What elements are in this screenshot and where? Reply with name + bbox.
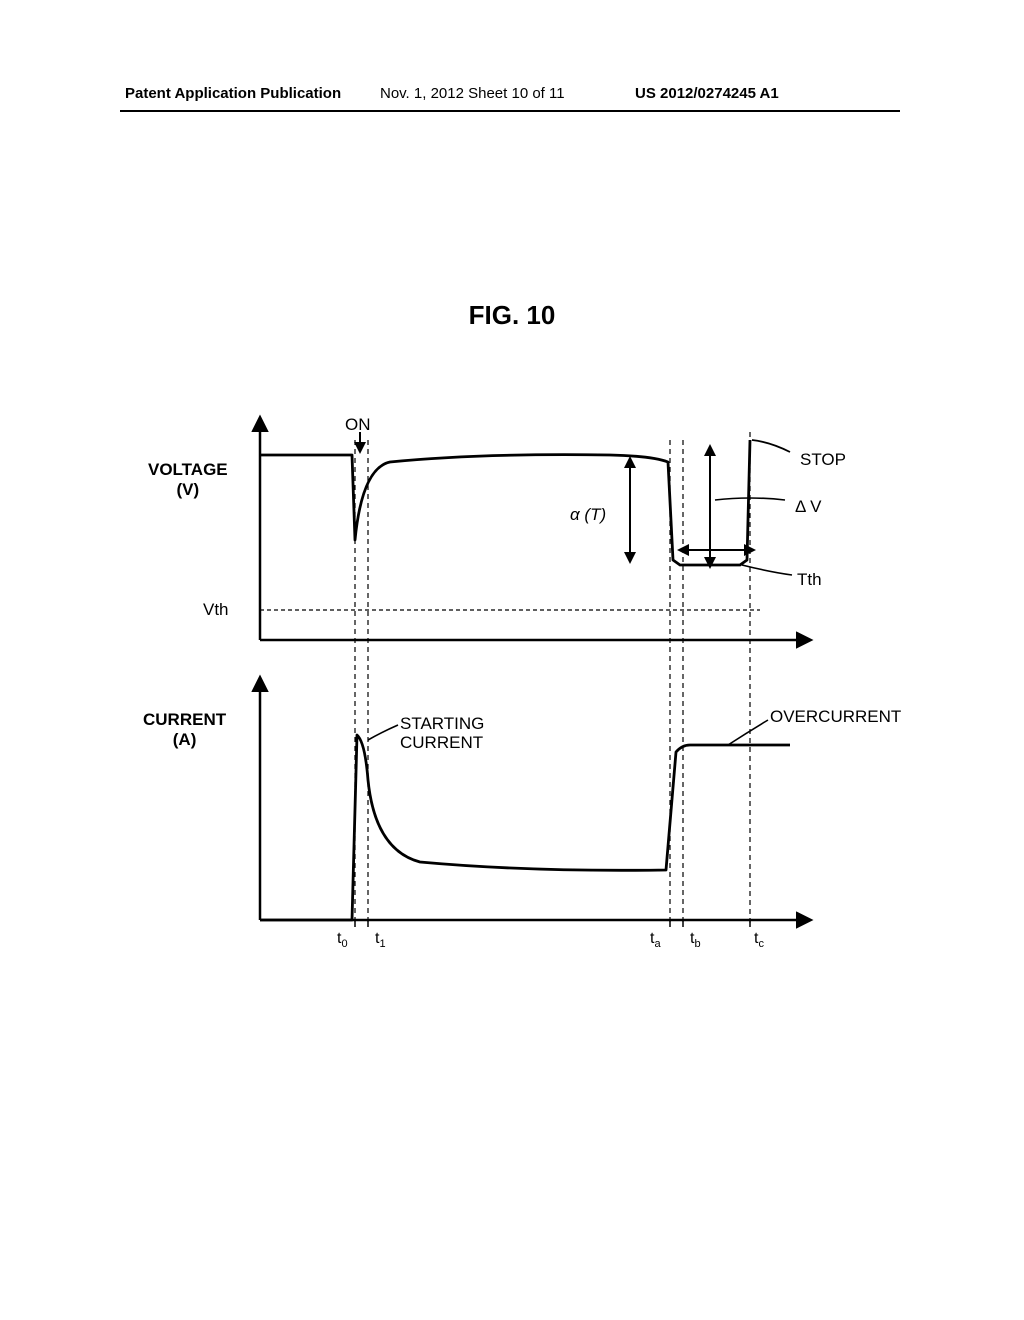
voltage-curve [260,440,750,565]
figure-svg [130,400,900,960]
patent-page: Patent Application Publication Nov. 1, 2… [0,0,1024,1320]
header-mid: Nov. 1, 2012 Sheet 10 of 11 [380,85,565,102]
starting-leader [368,725,398,740]
stop-leader [752,440,790,452]
figure-title: FIG. 10 [0,300,1024,331]
overcurrent-leader [728,720,768,745]
header-left: Patent Application Publication [125,85,341,102]
header-rule [120,110,900,112]
current-curve [260,735,790,920]
header-right: US 2012/0274245 A1 [635,85,779,102]
